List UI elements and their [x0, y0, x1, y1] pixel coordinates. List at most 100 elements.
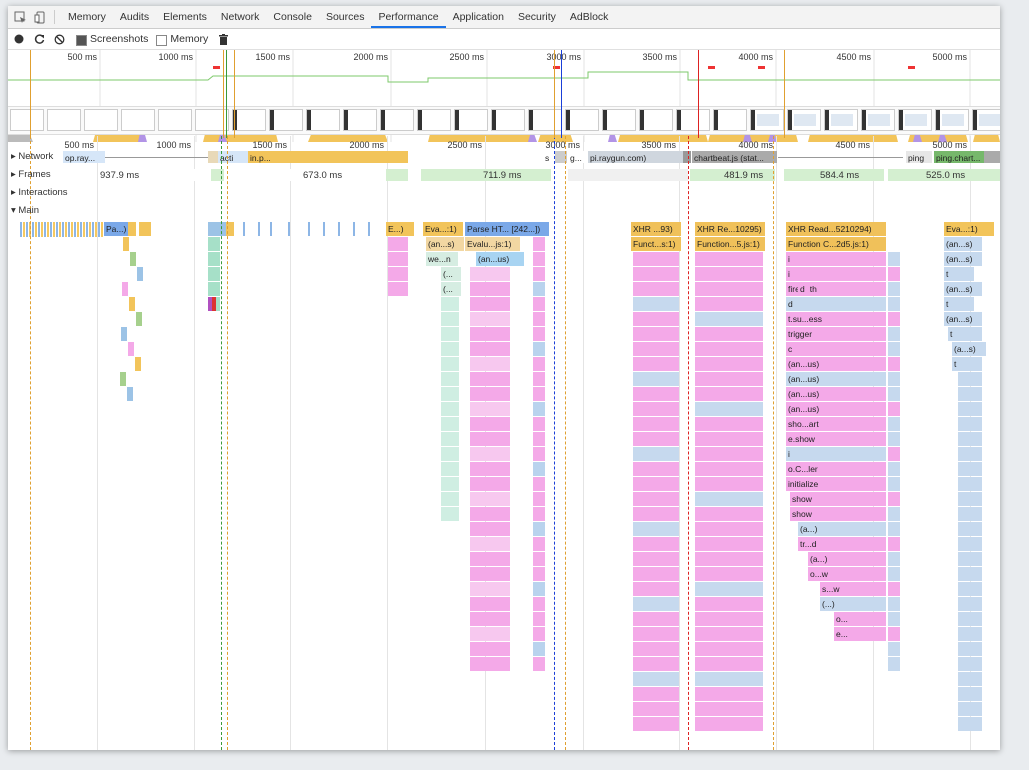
flame-block[interactable]: [441, 372, 459, 386]
flame-block[interactable]: [695, 687, 763, 701]
track-network[interactable]: ▸ Network: [11, 151, 53, 162]
network-request[interactable]: [555, 151, 567, 163]
flame-block[interactable]: [533, 372, 545, 386]
flame-block[interactable]: [695, 567, 763, 581]
flame-block[interactable]: Function...5.js:1): [695, 237, 765, 251]
flame-block[interactable]: [533, 567, 545, 581]
task-stripe[interactable]: [44, 222, 46, 237]
task-stripe[interactable]: [80, 222, 82, 237]
flame-block[interactable]: [888, 447, 900, 461]
flame-block[interactable]: i: [786, 252, 886, 266]
flame-block[interactable]: [470, 282, 510, 296]
flame-block[interactable]: [533, 447, 545, 461]
flame-block[interactable]: [470, 567, 510, 581]
track-interactions[interactable]: ▸ Interactions: [11, 187, 68, 198]
flame-block[interactable]: [633, 282, 679, 296]
flame-block[interactable]: (an...us): [786, 357, 886, 371]
flame-block[interactable]: [633, 567, 679, 581]
flame-block[interactable]: [633, 522, 679, 536]
flame-block[interactable]: [633, 702, 679, 716]
flame-block[interactable]: [695, 477, 763, 491]
task-stripe[interactable]: [53, 222, 55, 237]
flame-block[interactable]: [958, 552, 982, 566]
flame-block[interactable]: [958, 387, 982, 401]
flame-block[interactable]: [888, 597, 900, 611]
flame-block[interactable]: [633, 387, 679, 401]
flame-block[interactable]: [633, 597, 679, 611]
flame-block[interactable]: [695, 552, 763, 566]
flame-block[interactable]: [128, 222, 136, 236]
task-stripe[interactable]: [92, 222, 94, 237]
flame-block[interactable]: [353, 222, 355, 236]
flame-block[interactable]: Function C...2d5.js:1): [786, 237, 886, 251]
flame-block[interactable]: t: [948, 327, 982, 341]
flame-block[interactable]: [129, 297, 135, 311]
task-stripe[interactable]: [50, 222, 52, 237]
task-stripe[interactable]: [41, 222, 43, 237]
flame-block[interactable]: [470, 447, 510, 461]
flame-block[interactable]: [695, 462, 763, 476]
network-request[interactable]: op.ray...: [63, 151, 105, 163]
flame-block[interactable]: [958, 597, 982, 611]
flame-block[interactable]: [958, 702, 982, 716]
flame-block[interactable]: [441, 492, 459, 506]
flame-block[interactable]: [533, 357, 545, 371]
flame-block[interactable]: o.C...ler: [786, 462, 886, 476]
flame-block[interactable]: [533, 237, 545, 251]
flame-block[interactable]: trigger: [786, 327, 886, 341]
flame-block[interactable]: Eva...:1): [423, 222, 463, 236]
flame-block[interactable]: Eva...:1): [944, 222, 994, 236]
task-stripe[interactable]: [20, 222, 22, 237]
track-frames[interactable]: ▸ Frames: [11, 169, 51, 180]
flame-block[interactable]: [633, 252, 679, 266]
task-stripe[interactable]: [59, 222, 61, 237]
flame-block[interactable]: t: [952, 357, 982, 371]
task-stripe[interactable]: [56, 222, 58, 237]
flame-block[interactable]: [888, 327, 900, 341]
flame-block[interactable]: [695, 372, 763, 386]
flame-block[interactable]: [533, 402, 545, 416]
flame-block[interactable]: [695, 342, 763, 356]
flame-block[interactable]: [633, 657, 679, 671]
flame-block[interactable]: [388, 252, 408, 266]
flame-block[interactable]: [388, 267, 408, 281]
flame-block[interactable]: [120, 372, 126, 386]
flame-block[interactable]: [470, 327, 510, 341]
task-stripe[interactable]: [77, 222, 79, 237]
flame-block[interactable]: [533, 432, 545, 446]
flame-block[interactable]: [958, 657, 982, 671]
flame-block[interactable]: [258, 222, 260, 236]
flame-block[interactable]: d: [798, 282, 810, 296]
flame-block[interactable]: [338, 222, 340, 236]
flame-block[interactable]: [123, 237, 129, 251]
flame-block[interactable]: [208, 282, 220, 296]
screenshots-checkbox[interactable]: Screenshots: [76, 33, 148, 46]
flame-block[interactable]: [308, 222, 310, 236]
flame-block[interactable]: [533, 252, 545, 266]
flame-block[interactable]: [128, 342, 134, 356]
flame-block[interactable]: [888, 387, 900, 401]
flame-block[interactable]: [633, 537, 679, 551]
flame-block[interactable]: o...w: [808, 567, 886, 581]
flame-block[interactable]: (a...s): [952, 342, 986, 356]
tab-memory[interactable]: Memory: [68, 11, 106, 23]
flame-block[interactable]: [633, 267, 679, 281]
flame-block[interactable]: [695, 597, 763, 611]
frame-block[interactable]: [386, 169, 408, 181]
flame-block[interactable]: [695, 642, 763, 656]
flame-block[interactable]: [958, 402, 982, 416]
flame-block[interactable]: (an...us): [786, 387, 886, 401]
network-request[interactable]: ping.chart...: [934, 151, 984, 163]
flame-block[interactable]: [533, 537, 545, 551]
flame-block[interactable]: [441, 327, 459, 341]
flame-block[interactable]: [633, 672, 679, 686]
flame-block[interactable]: [958, 522, 982, 536]
flame-block[interactable]: [695, 717, 763, 731]
flame-block[interactable]: [533, 642, 545, 656]
tab-network[interactable]: Network: [220, 11, 260, 23]
flame-block[interactable]: [441, 477, 459, 491]
flame-block[interactable]: [470, 492, 510, 506]
screenshot-filmstrip[interactable]: [8, 106, 1000, 135]
flame-block[interactable]: [888, 657, 900, 671]
flame-block[interactable]: [368, 222, 370, 236]
